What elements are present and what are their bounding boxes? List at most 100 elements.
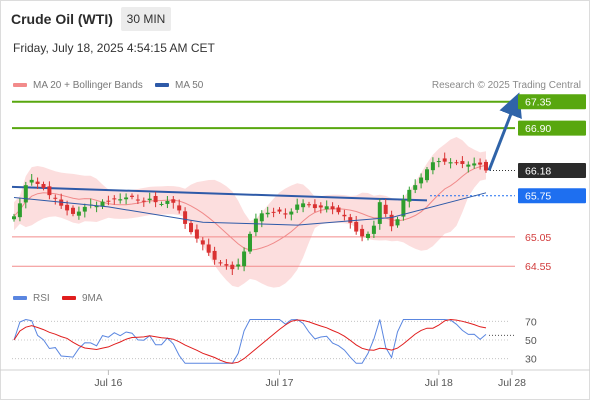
candle-body: [106, 200, 111, 202]
candle-body: [448, 162, 453, 164]
candle-body: [330, 206, 335, 210]
candle-body: [71, 207, 75, 214]
rsi-swatch: [13, 296, 27, 301]
candle-body: [289, 211, 294, 215]
legend-rsi-ma: 9MA: [62, 293, 103, 304]
candle-body: [76, 211, 81, 216]
resistance-label-box: [518, 94, 586, 110]
candle-body: [395, 219, 400, 226]
candle-body: [17, 203, 22, 218]
candle-body: [12, 216, 16, 220]
rsi-tick-label: 70: [525, 316, 537, 328]
candle-body: [147, 198, 152, 201]
candle-body: [165, 201, 170, 204]
rsi-ma-swatch: [62, 296, 76, 301]
x-tick-label: Jul 16: [94, 377, 122, 389]
candle-body: [118, 199, 123, 201]
candle-body: [189, 223, 193, 233]
candle-body: [130, 195, 134, 197]
candle-body: [82, 206, 87, 212]
resistance-label: 67.35: [525, 97, 551, 109]
candle-body: [265, 212, 270, 215]
legend-ma20: MA 20 + Bollinger Bands: [13, 80, 143, 91]
candle-body: [336, 207, 341, 213]
trend-lines: [11, 92, 522, 202]
candle-body: [472, 163, 477, 166]
candle-body: [295, 204, 300, 210]
resistance-label: 66.90: [525, 123, 551, 135]
datetime-stamp: Friday, July 18, 2025 4:54:15 AM CET: [13, 41, 215, 55]
candle-body: [354, 221, 359, 232]
candle-body: [307, 204, 311, 206]
level-labels: 67.35 66.90 66.18 65.75 65.05 64.55: [518, 94, 586, 273]
rsi-ma-line: [13, 318, 487, 364]
candle-body: [23, 185, 28, 203]
candle-body: [484, 161, 488, 171]
candle-body: [377, 202, 382, 224]
candle-body: [277, 209, 282, 212]
instrument-title: Crude Oil (WTI): [11, 11, 113, 27]
candle-body: [466, 164, 471, 167]
candle-body: [224, 264, 229, 266]
candle-body: [312, 204, 317, 209]
candle-body: [371, 225, 376, 234]
candle-body: [301, 203, 306, 208]
candle-body: [206, 244, 211, 253]
timeframe-badge[interactable]: 30 MIN: [121, 7, 171, 31]
candle-body: [436, 161, 441, 163]
current-label-box: [518, 162, 586, 178]
candle-body: [360, 228, 365, 237]
rsi-tick-label: 30: [525, 354, 537, 366]
candle-body: [401, 199, 406, 217]
candle-body: [177, 205, 182, 211]
candle-body: [183, 211, 188, 224]
candle-body: [200, 240, 205, 245]
current-label: 66.18: [525, 165, 551, 177]
candle-body: [383, 204, 388, 214]
candlesticks: [12, 152, 488, 276]
level-lines: [12, 100, 515, 267]
candle-body: [212, 250, 217, 260]
header: Crude Oil (WTI) 30 MIN: [0, 0, 590, 36]
ma20-swatch: [13, 83, 27, 88]
ma50-swatch: [155, 83, 169, 88]
candle-body: [454, 162, 459, 164]
candle-body: [283, 213, 288, 215]
legend-rsi-ma-label: 9MA: [82, 293, 103, 304]
x-tick-label: Jul 28: [498, 377, 526, 389]
legend-ma20-label: MA 20 + Bollinger Bands: [33, 80, 143, 91]
credit-text: Research © 2025 Trading Central: [431, 80, 581, 91]
candle-body: [194, 229, 199, 239]
candle-body: [413, 185, 418, 190]
candle-body: [171, 199, 176, 203]
candle-body: [141, 200, 146, 202]
candle-body: [366, 233, 370, 239]
rsi-panel: 70 50 30: [12, 316, 537, 366]
candle-body: [159, 203, 164, 205]
target-arrow: [487, 92, 522, 172]
x-tick-label: Jul 17: [265, 377, 293, 389]
pivot-label-box: [518, 188, 586, 204]
resistance-label-box: [518, 120, 586, 136]
candle-body: [153, 196, 158, 203]
candle-body: [112, 198, 117, 200]
candle-body: [478, 162, 483, 165]
candle-body: [236, 264, 241, 267]
candle-body: [41, 183, 46, 189]
candle-body: [35, 181, 40, 184]
candle-body: [135, 199, 140, 201]
support-label: 65.05: [525, 232, 551, 244]
legend-rsi: RSI: [13, 293, 50, 304]
candle-body: [47, 186, 52, 196]
legend-rsi-label: RSI: [33, 293, 50, 304]
support-label: 64.55: [525, 261, 551, 273]
candle-body: [318, 205, 323, 208]
candle-body: [348, 217, 353, 223]
candle-body: [342, 214, 347, 217]
candle-body: [460, 161, 465, 165]
candle-body: [230, 264, 235, 270]
candle-body: [94, 205, 99, 208]
candle-body: [29, 179, 34, 183]
candle-body: [242, 251, 247, 267]
